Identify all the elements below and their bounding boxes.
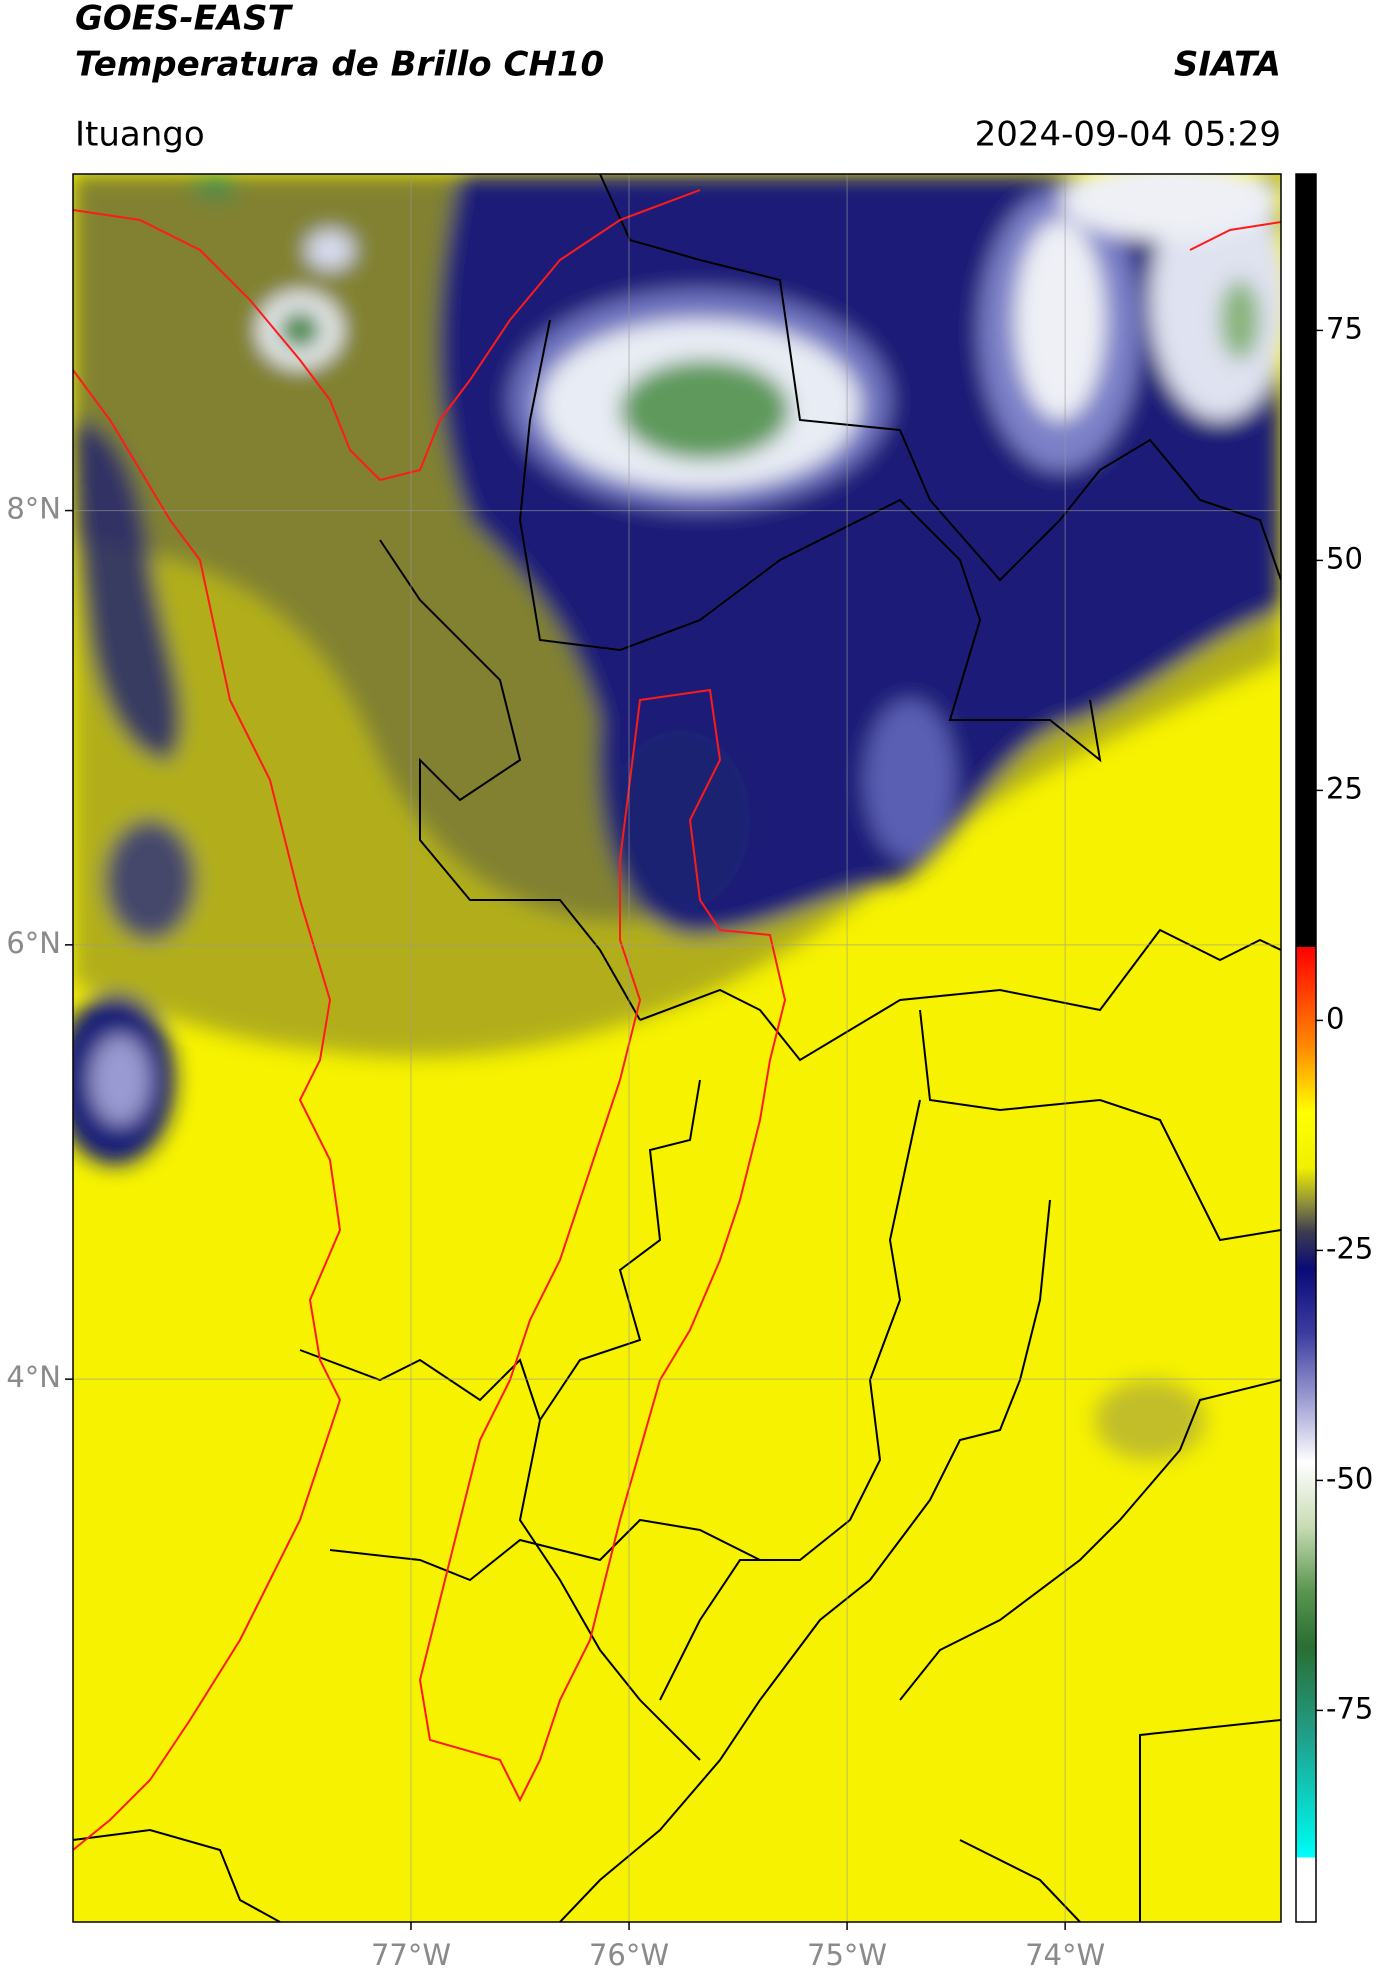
admin-borders — [73, 174, 1281, 1922]
colorbar-tick-label: 50 — [1326, 541, 1363, 575]
colorbar-tick-label: 0 — [1326, 1001, 1344, 1035]
x-tick-label: 77°W — [371, 1938, 451, 1972]
colorbar — [1295, 173, 1317, 1923]
map-frame — [72, 173, 1282, 1923]
y-tick-label: 8°N — [6, 492, 61, 526]
datetime: 2024-09-04 05:29 — [975, 115, 1281, 155]
x-tick-label: 76°W — [589, 1938, 669, 1972]
title: GOES-EAST — [75, 0, 294, 39]
location: Ituango — [75, 115, 205, 155]
grid — [73, 174, 1281, 1922]
y-tick-label: 6°N — [6, 926, 61, 960]
coast-border — [73, 189, 1281, 1851]
x-tick-label: 75°W — [807, 1938, 887, 1972]
colorbar-tick-label: -50 — [1326, 1461, 1373, 1495]
colorbar-tick-label: -75 — [1326, 1691, 1373, 1725]
x-tick-label: 74°W — [1025, 1938, 1105, 1972]
colorbar-tick-label: 25 — [1326, 771, 1363, 805]
subtitle: Temperatura de Brillo CH10 — [75, 45, 604, 85]
satellite-image — [73, 174, 1281, 1922]
y-tick-label: 4°N — [6, 1360, 61, 1394]
source: SIATA — [1174, 45, 1281, 85]
colorbar-tick-label: -25 — [1326, 1231, 1373, 1265]
colorbar-tick-label: 75 — [1326, 311, 1363, 345]
